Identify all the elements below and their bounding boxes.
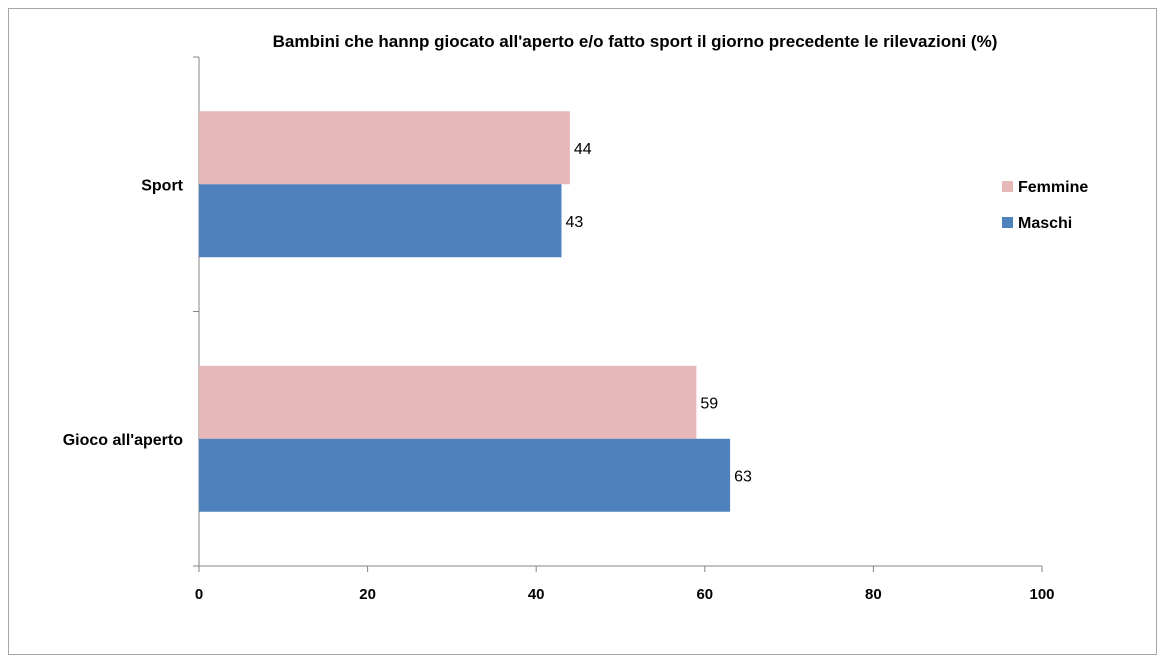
category-labels: Gioco all'aperto Sport [63, 177, 184, 449]
bar-maschi-sport [199, 184, 562, 258]
legend-label-maschi: Maschi [1018, 215, 1072, 232]
category-label-gioco-all-aperto: Gioco all'aperto [63, 432, 184, 449]
data-label-femmine-gioco-all-aperto: 59 [700, 395, 718, 412]
bar-femmine-sport [199, 111, 570, 185]
x-ticks: 0 20 40 60 80 100 [193, 56, 1055, 603]
legend-label-femmine: Femmine [1018, 179, 1088, 196]
x-tick-label-0: 0 [195, 586, 203, 603]
legend-swatch-maschi [1002, 217, 1013, 228]
x-tick-label-100: 100 [1029, 586, 1054, 603]
legend-swatch-femmine [1002, 181, 1013, 192]
bar-femmine-gioco-all-aperto [199, 365, 697, 439]
x-tick-label-60: 60 [696, 586, 713, 603]
data-label-femmine-sport: 44 [574, 141, 592, 158]
bar-maschi-gioco-all-aperto [199, 438, 731, 512]
category-label-sport: Sport [141, 177, 183, 194]
data-labels: 59 63 44 43 [565, 141, 751, 486]
data-label-maschi-gioco-all-aperto: 63 [734, 468, 752, 485]
legend: Femmine Maschi [1002, 179, 1088, 232]
bars [199, 111, 731, 512]
x-tick-label-40: 40 [528, 586, 545, 603]
x-tick-label-80: 80 [865, 586, 882, 603]
x-tick-label-20: 20 [359, 586, 376, 603]
data-label-maschi-sport: 43 [565, 214, 583, 231]
chart-title: Bambini che hannp giocato all'aperto e/o… [273, 32, 998, 51]
